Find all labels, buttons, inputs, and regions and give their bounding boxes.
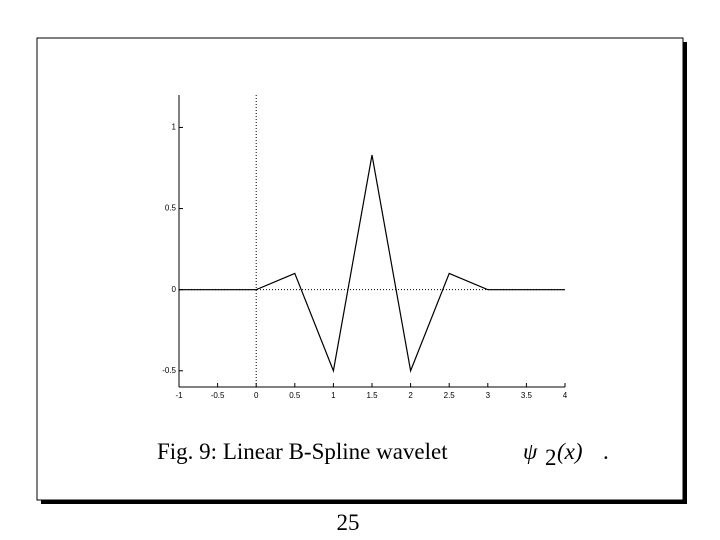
x-tick-label: 4 (563, 391, 568, 400)
frame (36, 37, 684, 501)
x-tick-label: 0.5 (289, 391, 301, 400)
x-tick-label: 3 (486, 391, 491, 400)
y-tick-label: 0 (172, 285, 177, 294)
y-tick-label: -0.5 (162, 366, 176, 375)
caption: Fig. 9: Linear B-Spline wavelet (157, 439, 448, 464)
x-tick-label: 2 (408, 391, 413, 400)
x-tick-label: 2.5 (444, 391, 456, 400)
caption-end: . (603, 439, 609, 464)
x-tick-label: 3.5 (521, 391, 533, 400)
x-tick-label: -1 (175, 391, 183, 400)
x-tick-label: 1 (331, 391, 336, 400)
caption-subscript: 2 (545, 445, 557, 470)
page-number: 25 (337, 510, 360, 535)
x-tick-label: 1.5 (366, 391, 378, 400)
y-tick-label: 1 (172, 123, 177, 132)
caption-argument: (x) (557, 439, 583, 464)
x-tick-label: -0.5 (211, 391, 225, 400)
y-tick-label: 0.5 (165, 204, 177, 213)
x-tick-label: 0 (254, 391, 259, 400)
data-line (179, 154, 565, 373)
caption-symbol: ψ (523, 439, 538, 464)
